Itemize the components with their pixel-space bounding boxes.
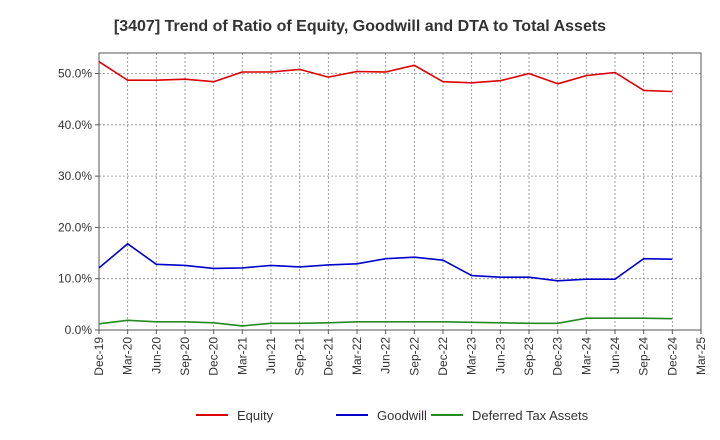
legend-label: Goodwill: [377, 408, 427, 423]
x-tick-label: Mar-23: [465, 337, 479, 375]
x-tick-label: Mar-25: [694, 337, 708, 375]
y-tick-label: 0.0%: [65, 323, 93, 337]
x-tick-label: Dec-24: [665, 337, 679, 376]
x-tick-label: Jun-21: [264, 337, 278, 374]
x-tick-label: Jun-20: [149, 337, 163, 374]
grid: [99, 53, 701, 330]
series-line-deferred-tax-assets: [98, 317, 673, 327]
y-tick-label: 30.0%: [58, 169, 92, 183]
x-tick-label: Sep-24: [637, 337, 651, 376]
x-tick-label: Mar-20: [121, 337, 135, 375]
x-tick-label: Dec-19: [92, 337, 106, 376]
x-tick-label: Dec-20: [207, 337, 221, 376]
y-tick-label: 20.0%: [58, 220, 92, 234]
x-tick-label: Dec-21: [321, 337, 335, 376]
x-tick-label: Sep-21: [293, 337, 307, 376]
y-axis: 0.0% 10.0% 20.0% 30.0% 40.0% 50.0%: [58, 67, 99, 337]
x-tick-label: Dec-22: [436, 337, 450, 376]
y-tick-label: 10.0%: [58, 272, 92, 286]
x-tick-label: Sep-20: [178, 337, 192, 376]
x-tick-label: Jun-22: [379, 337, 393, 374]
x-tick-label: Mar-21: [235, 337, 249, 375]
legend-label: Deferred Tax Assets: [472, 408, 589, 423]
x-tick-label: Sep-23: [522, 337, 536, 376]
series-line-equity: [98, 61, 673, 93]
legend-label: Equity: [237, 408, 274, 423]
series-layer: [98, 61, 673, 327]
x-tick-label: Sep-22: [407, 337, 421, 376]
x-tick-label: Mar-24: [579, 337, 593, 375]
chart-title: [3407] Trend of Ratio of Equity, Goodwil…: [114, 18, 606, 35]
x-tick-label: Jun-24: [608, 337, 622, 374]
y-tick-label: 40.0%: [58, 118, 92, 132]
y-tick-label: 50.0%: [58, 67, 92, 81]
x-axis: Dec-19 Mar-20 Jun-20 Sep-20 Dec-20 Mar-21 Jun-…: [92, 330, 708, 376]
legend: Equity Goodwill Deferred Tax Assets: [196, 408, 589, 423]
x-tick-label: Mar-22: [350, 337, 364, 375]
plot-area: [98, 52, 702, 331]
x-tick-label: Dec-23: [551, 337, 565, 376]
series-line-goodwill: [98, 243, 673, 282]
x-tick-label: Jun-23: [493, 337, 507, 374]
